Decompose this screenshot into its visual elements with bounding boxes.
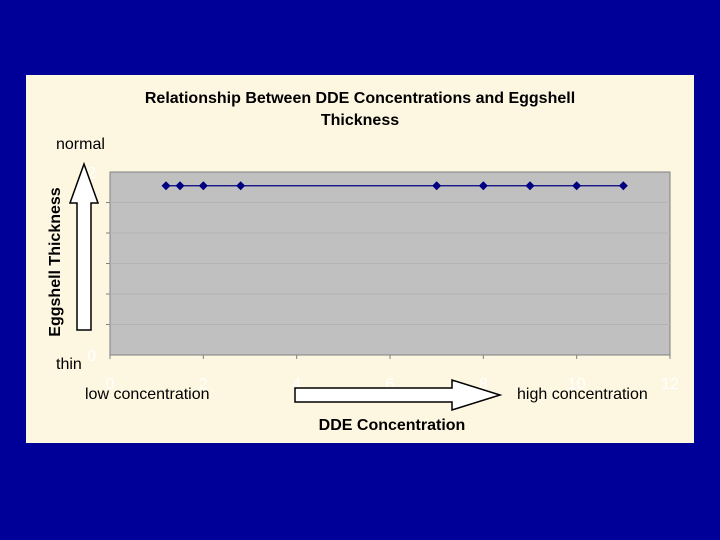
axis-ticks: 0 2 4 6 8 10 12 0 2 — [87, 165, 679, 393]
x-tick-label: 4 — [292, 376, 301, 393]
x-tick-label: 10 — [568, 376, 586, 393]
y-bottom-annotation: thin — [56, 356, 82, 373]
x-tick-label: 12 — [661, 376, 679, 393]
x-left-annotation: low concentration — [85, 386, 210, 403]
x-right-annotation: high concentration — [517, 386, 648, 403]
data-point — [478, 181, 488, 191]
y-top-annotation: normal — [56, 136, 105, 153]
x-arrow — [294, 378, 503, 412]
data-point — [525, 181, 535, 191]
x-tick-label: 6 — [386, 376, 395, 393]
y-tick-label: 0 — [87, 348, 96, 365]
y-tick-label: 2 — [87, 165, 96, 182]
data-point — [432, 181, 442, 191]
data-point — [198, 181, 208, 191]
x-axis-label: DDE Concentration — [318, 417, 466, 434]
data-point — [618, 181, 628, 191]
x-tick-label: 0 — [106, 376, 115, 393]
x-tick-label: 2 — [199, 376, 208, 393]
grid-lines — [106, 202, 670, 325]
data-point — [572, 181, 582, 191]
chart-title-line-1: Relationship Between DDE Concentrations … — [144, 90, 576, 107]
chart-title: Relationship Between DDE Concentrations … — [0, 88, 720, 132]
y-axis-label: Eggshell Thickness — [47, 187, 64, 337]
x-tick-label: 8 — [479, 376, 488, 393]
data-point — [236, 181, 246, 191]
y-arrow — [68, 161, 100, 331]
data-point — [175, 181, 185, 191]
series-layer — [161, 181, 628, 191]
data-point — [161, 181, 171, 191]
chart-title-line-2: Thickness — [320, 112, 400, 129]
